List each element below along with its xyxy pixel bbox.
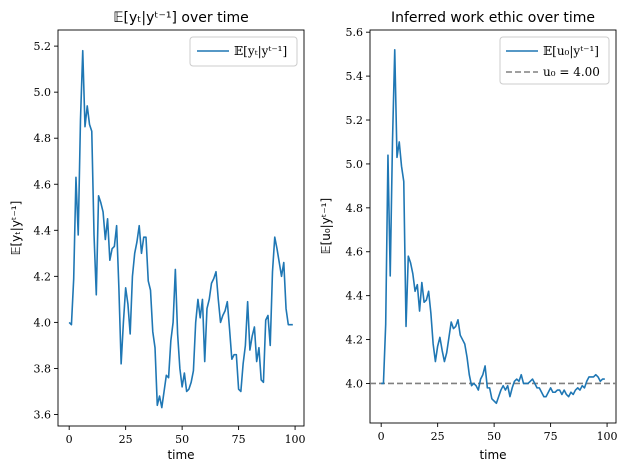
plot-area bbox=[369, 29, 617, 424]
y-tick-label: 4.0 bbox=[346, 377, 364, 390]
y-axis-label: 𝔼[yₜ|yᵗ⁻¹] bbox=[9, 201, 23, 256]
legend-label: 𝔼[yₜ|yᵗ⁻¹] bbox=[234, 44, 287, 58]
x-axis-label: time bbox=[167, 448, 194, 462]
x-tick-label: 50 bbox=[487, 430, 501, 443]
series-line-expected-y bbox=[68, 49, 293, 409]
y-tick-label: 4.0 bbox=[34, 316, 52, 329]
y-tick-label: 5.6 bbox=[346, 26, 364, 39]
y-tick-label: 5.4 bbox=[346, 70, 364, 83]
y-tick-label: 5.0 bbox=[34, 86, 52, 99]
y-tick-label: 4.2 bbox=[346, 334, 364, 347]
x-axis-ticks: 0 25 50 75 100 bbox=[66, 426, 306, 446]
x-tick-label: 75 bbox=[544, 430, 558, 443]
legend-box bbox=[189, 36, 298, 67]
y-tick-label: 4.8 bbox=[346, 202, 364, 215]
x-axis-ticks: 0 25 50 75 100 bbox=[378, 423, 618, 443]
y-tick-label: 4.6 bbox=[346, 246, 364, 259]
legend: 𝔼[yₜ|yᵗ⁻¹] bbox=[189, 36, 298, 67]
y-tick-label: 4.2 bbox=[34, 270, 52, 283]
chart-expected-y: 𝔼[yₜ|yᵗ⁻¹] over time 3.6 3.8 4.0 4.2 4.4 4.6 4… bbox=[9, 10, 306, 462]
y-tick-label: 5.2 bbox=[346, 114, 364, 127]
chart-work-ethic: Inferred work ethic over time 4.04.24.44… bbox=[319, 10, 618, 462]
x-tick-label: 100 bbox=[597, 430, 618, 443]
x-tick-label: 25 bbox=[431, 430, 445, 443]
plot-area bbox=[57, 29, 305, 427]
y-tick-label: 3.6 bbox=[34, 408, 52, 421]
legend: 𝔼[u₀|yᵗ⁻¹] u₀ = 4.00 bbox=[499, 36, 610, 85]
y-axis-label: 𝔼[u₀|yᵗ⁻¹] bbox=[319, 198, 333, 254]
legend-label-posterior: 𝔼[u₀|yᵗ⁻¹] bbox=[543, 44, 599, 58]
y-axis-ticks: 3.6 3.8 4.0 4.2 4.4 4.6 4.8 5.0 5.2 bbox=[34, 40, 58, 421]
y-tick-label: 4.8 bbox=[34, 132, 52, 145]
y-tick-label: 3.8 bbox=[34, 362, 52, 375]
y-tick-label: 5.2 bbox=[34, 40, 52, 53]
x-tick-label: 75 bbox=[232, 433, 246, 446]
x-tick-label: 0 bbox=[66, 433, 73, 446]
y-tick-label: 4.4 bbox=[34, 224, 52, 237]
x-tick-label: 100 bbox=[285, 433, 306, 446]
y-axis-ticks: 4.0 4.2 4.4 4.6 4.8 5.0 5.2 5.4 5.6 bbox=[346, 26, 370, 390]
legend-label-reference: u₀ = 4.00 bbox=[543, 65, 600, 79]
x-tick-label: 0 bbox=[378, 430, 385, 443]
y-tick-label: 5.0 bbox=[346, 158, 364, 171]
x-tick-label: 25 bbox=[119, 433, 133, 446]
y-tick-label: 4.4 bbox=[346, 290, 364, 303]
x-tick-label: 50 bbox=[175, 433, 189, 446]
x-axis-label: time bbox=[479, 448, 506, 462]
chart-title: Inferred work ethic over time bbox=[391, 10, 595, 26]
chart-title: 𝔼[yₜ|yᵗ⁻¹] over time bbox=[113, 10, 248, 26]
series-line-work-ethic bbox=[381, 48, 605, 405]
y-tick-label: 4.6 bbox=[34, 178, 52, 191]
